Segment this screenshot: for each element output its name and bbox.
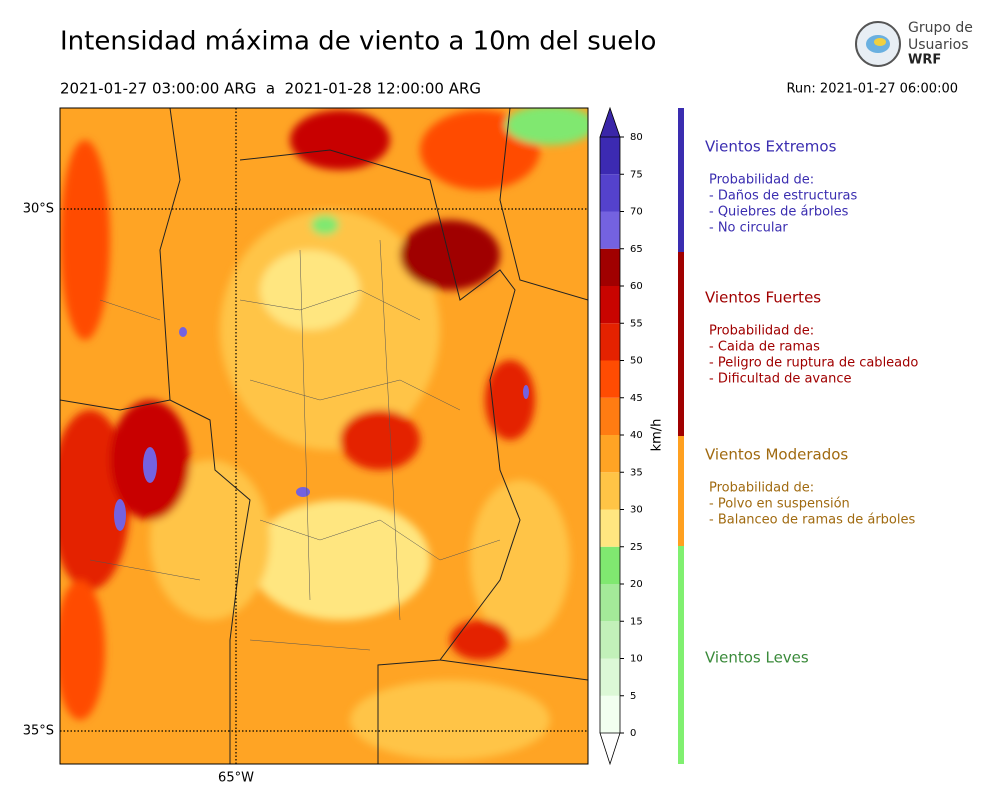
colorbar-tick-label: 5 <box>630 691 636 702</box>
legend-band <box>678 252 684 436</box>
colorbar-tick-label: 80 <box>630 132 643 143</box>
colorbar-bin <box>600 286 620 324</box>
border <box>499 108 588 301</box>
field-extreme <box>114 499 126 531</box>
logo-swirl-core <box>874 38 886 46</box>
legend-item: - Balanceo de ramas de árboles <box>709 513 915 528</box>
colorbar-tick-label: 25 <box>630 542 643 553</box>
legend-heading: Probabilidad de: <box>709 324 814 339</box>
border <box>159 108 181 401</box>
legend-item: - Daños de estructuras <box>709 189 858 204</box>
run: Run: 2021-01-27 06:00:00 <box>786 82 958 97</box>
lon-label: 65°W <box>218 771 254 786</box>
legend-band <box>678 436 684 546</box>
legend-title: Vientos Extremos <box>705 138 837 156</box>
logo-text: WRF <box>908 53 941 68</box>
colorbar-bin <box>600 509 620 547</box>
colorbar-bin <box>600 584 620 622</box>
colorbar-tick-label: 55 <box>630 318 643 329</box>
colorbar-bin <box>600 621 620 659</box>
colorbar-tick-label: 40 <box>630 430 643 441</box>
logo: Grupo de Usuarios WRF <box>855 20 973 68</box>
colorbar-bin <box>600 695 620 733</box>
border <box>239 149 521 764</box>
department-line <box>89 299 371 651</box>
colorbar-tick-label: 10 <box>630 654 643 665</box>
department-line <box>299 249 311 601</box>
colorbar-tick-label: 65 <box>630 244 643 255</box>
field-extreme <box>143 447 157 483</box>
colorbar-tick-label: 15 <box>630 616 643 627</box>
legend-item: - Caida de ramas <box>709 340 820 355</box>
colorbar-tick-label: 0 <box>630 728 636 739</box>
colorbar-bin <box>600 397 620 435</box>
legend-band <box>678 546 684 764</box>
wind-field <box>60 108 588 764</box>
colorbar-bin <box>600 323 620 361</box>
border <box>60 399 251 764</box>
legend-title: Vientos Moderados <box>705 446 848 464</box>
field-extreme <box>179 327 187 337</box>
department-line <box>249 379 461 411</box>
colorbar-tick-label: 30 <box>630 505 643 516</box>
legend-item: - Peligro de ruptura de cableado <box>709 356 918 371</box>
legend-item: - Polvo en suspensión <box>709 497 850 512</box>
lat-label: 35°S <box>23 724 54 739</box>
department-line <box>239 289 421 321</box>
title: Intensidad máxima de viento a 10m del su… <box>60 27 656 57</box>
colorbar: 0 5 10 15 20 25 30 35 40 45 50 55 60 65 70 75 80 <box>599 106 643 766</box>
map-frame <box>59 107 589 765</box>
colorbar-bin <box>600 360 620 398</box>
legend-item: - Dificultad de avance <box>709 372 851 387</box>
borders <box>60 108 588 764</box>
lat-label: 30°S <box>23 202 54 217</box>
colorbar-bin <box>600 435 620 473</box>
border <box>439 659 588 681</box>
colorbar-tick-label: 35 <box>630 467 643 478</box>
period: 2021-01-27 03:00:00 ARG a 2021-01-28 12:… <box>60 80 481 98</box>
colorbar-tick-label: 45 <box>630 393 643 404</box>
department-line <box>259 519 501 561</box>
logo-text: Usuarios <box>908 37 969 53</box>
department-line <box>379 239 401 621</box>
colorbar-bin <box>600 658 620 696</box>
colorbar-bin <box>600 137 620 175</box>
colorbar-bin <box>600 248 620 286</box>
legend-item: - No circular <box>709 221 788 236</box>
legend-heading: Probabilidad de: <box>709 481 814 496</box>
colorbar-label: km/h <box>650 419 665 452</box>
field-extreme <box>296 487 310 497</box>
colorbar-tick-label: 70 <box>630 207 643 218</box>
departments <box>89 239 501 651</box>
colorbar-bin <box>600 211 620 249</box>
colorbar-tick-label: 75 <box>630 169 643 180</box>
graticule <box>60 108 588 764</box>
colorbar-extend-low <box>599 732 621 766</box>
logo-text: Grupo de <box>908 20 973 36</box>
field-extreme <box>523 385 529 399</box>
legend-title: Vientos Leves <box>705 649 809 667</box>
colorbar-extend-high <box>599 106 621 138</box>
colorbar-tick-label: 20 <box>630 579 643 590</box>
legend-band <box>678 108 684 252</box>
colorbar-bin <box>600 174 620 212</box>
legend-title: Vientos Fuertes <box>705 289 821 307</box>
colorbar-tick-label: 50 <box>630 356 643 367</box>
colorbar-tick-label: 60 <box>630 281 643 292</box>
legend-heading: Probabilidad de: <box>709 173 814 188</box>
legend-item: - Quiebres de árboles <box>709 205 849 220</box>
colorbar-bin <box>600 546 620 584</box>
colorbar-bin <box>600 472 620 510</box>
